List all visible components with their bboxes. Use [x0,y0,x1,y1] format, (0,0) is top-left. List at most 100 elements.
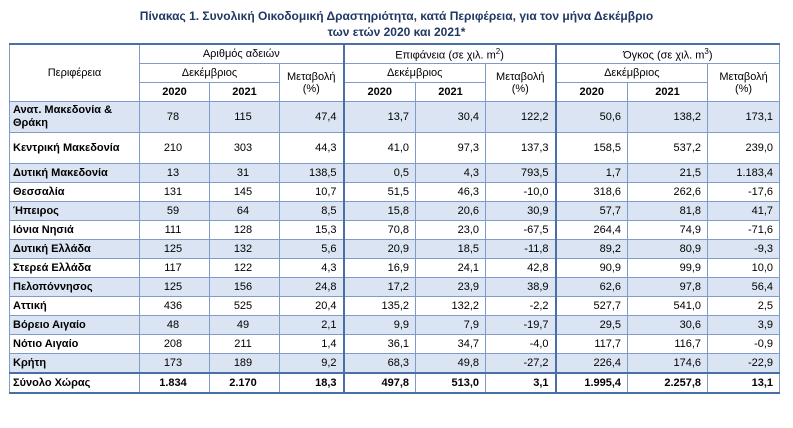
volume-2020-cell: 29,5 [554,315,629,335]
permits-change-cell: 8,5 [278,201,345,221]
area-december-header: Δεκέμβριος [342,63,487,83]
volume-change-cell: 3,9 [707,315,781,335]
permits-2020-cell: 13 [139,163,210,183]
volume-2021-header: 2021 [627,82,709,102]
area-2020-cell: 9,9 [342,315,417,335]
volume-change-cell: 10,0 [707,258,781,278]
region-cell: Κρήτη [9,353,140,374]
volume-change-cell: 2,5 [707,296,781,316]
total-volume-change-cell: 13,1 [707,372,781,394]
volume-group-header: Όγκος (σε χιλ. m3) [554,43,781,64]
area-2021-cell: 24,1 [415,258,487,278]
region-cell: Ανατ. Μακεδονία & Θράκη [9,101,140,133]
permits-change-cell: 10,7 [278,182,345,202]
area-change-cell: 42,8 [485,258,557,278]
volume-2021-cell: 81,8 [627,201,709,221]
region-cell: Πελοπόννησος [9,277,140,297]
area-2020-cell: 16,9 [342,258,417,278]
area-2021-cell: 7,9 [415,315,487,335]
area-2020-cell: 41,0 [342,132,417,164]
total-row: Σύνολο Χώρας 1.834 2.170 18,3 497,8 513,0 3,1 1… [9,372,781,394]
table-row: Βόρειο Αιγαίο 48 49 2,1 9,9 7,9 -19,7 29,5 30,6 3… [9,315,781,335]
volume-change-cell: 56,4 [707,277,781,297]
area-2021-cell: 23,0 [415,220,487,240]
permits-2021-cell: 211 [209,334,280,354]
volume-2021-cell: 97,8 [627,277,709,297]
volume-2021-cell: 537,2 [627,132,709,164]
volume-change-cell: 173,1 [707,101,781,133]
table-row: Πελοπόννησος 125 156 24,8 17,2 23,9 38,9 62,6 97… [9,277,781,297]
volume-2021-cell: 541,0 [627,296,709,316]
permits-2021-cell: 525 [209,296,280,316]
area-change-cell: -11,8 [485,239,557,259]
region-cell: Ιόνια Νησιά [9,220,140,240]
permits-2020-cell: 173 [139,353,210,374]
area-2020-cell: 51,5 [342,182,417,202]
volume-change-cell: -17,6 [707,182,781,202]
volume-2020-cell: 50,6 [554,101,629,133]
volume-2020-cell: 117,7 [554,334,629,354]
total-area-2021-cell: 513,0 [415,372,487,394]
permits-change-cell: 1,4 [278,334,345,354]
volume-change-cell: -22,9 [707,353,781,374]
volume-2020-cell: 158,5 [554,132,629,164]
volume-2020-cell: 1,7 [554,163,629,183]
volume-change-cell: 1.183,4 [707,163,781,183]
area-2021-header: 2021 [415,82,487,102]
area-2020-cell: 135,2 [342,296,417,316]
permits-2020-cell: 125 [139,277,210,297]
title-line-2: των ετών 2020 και 2021* [327,25,466,39]
area-change-cell: -27,2 [485,353,557,374]
total-area-2020-cell: 497,8 [342,372,417,394]
area-change-cell: -67,5 [485,220,557,240]
area-2020-cell: 17,2 [342,277,417,297]
area-2020-cell: 0,5 [342,163,417,183]
permits-2020-cell: 436 [139,296,210,316]
region-header: Περιφέρεια [9,43,140,102]
permits-2021-cell: 31 [209,163,280,183]
region-cell: Νότιο Αιγαίο [9,334,140,354]
permits-2021-cell: 49 [209,315,280,335]
area-2020-cell: 15,8 [342,201,417,221]
table-row: Δυτική Μακεδονία 13 31 138,5 0,5 4,3 793,5 1,7 2… [9,163,781,183]
permits-2020-cell: 59 [139,201,210,221]
area-2021-cell: 4,3 [415,163,487,183]
building-activity-table: Περιφέρεια Αριθμός αδειών Επιφάνεια (σε … [9,43,781,394]
volume-change-cell: 41,7 [707,201,781,221]
volume-december-header: Δεκέμβριος [554,63,709,83]
permits-2020-cell: 125 [139,239,210,259]
volume-2021-cell: 21,5 [627,163,709,183]
total-permits-2020-cell: 1.834 [139,372,210,394]
table-row: Ιόνια Νησιά 111 128 15,3 70,8 23,0 -67,5 264,4 7… [9,220,781,240]
volume-change-cell: -9,3 [707,239,781,259]
table-row: Δυτική Ελλάδα 125 132 5,6 20,9 18,5 -11,8 89,2 8… [9,239,781,259]
area-2020-header: 2020 [342,82,417,102]
table-row: Ήπειρος 59 64 8,5 15,8 20,6 30,9 57,7 81,8 41,7 [9,201,781,221]
area-change-cell: -10,0 [485,182,557,202]
permits-2021-cell: 122 [209,258,280,278]
area-2020-cell: 20,9 [342,239,417,259]
volume-change-header: Μεταβολή (%) [707,63,781,102]
volume-2020-cell: 264,4 [554,220,629,240]
permits-change-cell: 5,6 [278,239,345,259]
permits-2020-cell: 210 [139,132,210,164]
volume-2021-cell: 30,6 [627,315,709,335]
volume-2021-cell: 174,6 [627,353,709,374]
region-cell: Δυτική Μακεδονία [9,163,140,183]
region-cell: Δυτική Ελλάδα [9,239,140,259]
area-2021-cell: 20,6 [415,201,487,221]
volume-change-cell: -71,6 [707,220,781,240]
permits-2020-cell: 131 [139,182,210,202]
permits-2021-cell: 303 [209,132,280,164]
area-group-header: Επιφάνεια (σε χιλ. m2) [342,43,557,64]
table-row: Θεσσαλία 131 145 10,7 51,5 46,3 -10,0 318,6 262,… [9,182,781,202]
area-change-cell: -2,2 [485,296,557,316]
area-2020-cell: 70,8 [342,220,417,240]
title-line-1: Πίνακας 1. Συνολική Οικοδομική Δραστηριό… [139,9,654,23]
permits-change-cell: 4,3 [278,258,345,278]
area-change-header: Μεταβολή (%) [485,63,557,102]
area-2021-cell: 46,3 [415,182,487,202]
region-cell: Θεσσαλία [9,182,140,202]
table-title: Πίνακας 1. Συνολική Οικοδομική Δραστηριό… [0,8,793,40]
volume-2020-cell: 57,7 [554,201,629,221]
